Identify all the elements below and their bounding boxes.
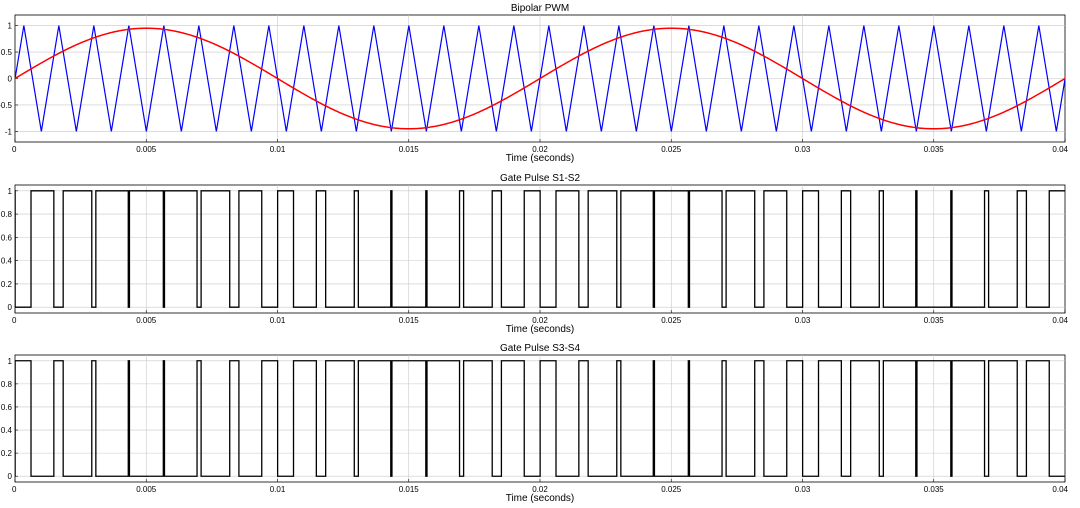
x-tick-label: 0.02 <box>532 145 548 154</box>
y-tick-label: -0.5 <box>0 101 13 110</box>
y-tick-label: 0 <box>8 303 13 312</box>
x-tick-label: 0.02 <box>532 485 548 494</box>
x-tick-label: 0.025 <box>661 145 682 154</box>
y-tick-label: 0 <box>8 472 13 481</box>
x-tick-label: 0.015 <box>399 145 420 154</box>
reference-series-line <box>15 27 1065 130</box>
x-tick-label: 0.035 <box>924 145 945 154</box>
y-tick-label: 1 <box>8 357 13 366</box>
y-tick-label: 0.2 <box>1 280 13 289</box>
x-tick-label: 0.035 <box>924 316 945 325</box>
gate-pulse-series-line <box>15 360 1065 477</box>
x-tick-label: 0.01 <box>270 145 286 154</box>
y-tick-label: 1 <box>8 22 13 31</box>
chart-title: Bipolar PWM <box>511 3 569 14</box>
gate-pulse-series-line <box>15 190 1065 308</box>
x-tick-label: 0.04 <box>1052 145 1068 154</box>
x-tick-label: 0.01 <box>270 485 286 494</box>
x-tick-label: 0.015 <box>399 485 420 494</box>
chart-title: Gate Pulse S3-S4 <box>500 343 580 354</box>
x-tick-label: 0.03 <box>795 485 811 494</box>
y-tick-label: 0.8 <box>1 210 13 219</box>
y-tick-label: 1 <box>8 187 13 196</box>
y-tick-label: 0.8 <box>1 380 13 389</box>
x-tick-label: 0.015 <box>399 316 420 325</box>
x-axis-label: Time (seconds) <box>506 324 575 335</box>
x-tick-label: 0.025 <box>661 316 682 325</box>
x-tick-label: 0.01 <box>270 316 286 325</box>
y-tick-label: 0.5 <box>1 48 13 57</box>
x-tick-label: 0.005 <box>136 145 157 154</box>
y-tick-label: 0.4 <box>1 426 13 435</box>
y-tick-label: 0.4 <box>1 257 13 266</box>
x-tick-label: 0.04 <box>1052 485 1068 494</box>
y-tick-label: 0.6 <box>1 233 13 242</box>
x-tick-label: 0 <box>12 485 17 494</box>
chart-title: Gate Pulse S1-S2 <box>500 173 580 184</box>
x-axis-label: Time (seconds) <box>506 153 575 164</box>
x-tick-label: 0 <box>12 145 17 154</box>
x-tick-label: 0.005 <box>136 485 157 494</box>
y-tick-label: -1 <box>5 127 13 136</box>
x-tick-label: 0.03 <box>795 145 811 154</box>
y-tick-label: 0.2 <box>1 449 13 458</box>
x-tick-label: 0 <box>12 316 17 325</box>
x-tick-label: 0.04 <box>1052 316 1068 325</box>
panel-2: 0 0.005 0.01 0.015 0.02 0.025 0.03 0.035 0.04 0 0.… <box>1 173 1069 335</box>
x-tick-label: 0.03 <box>795 316 811 325</box>
x-tick-label: 0.005 <box>136 316 157 325</box>
x-tick-label: 0.035 <box>924 485 945 494</box>
panel-3: 0 0.005 0.01 0.015 0.02 0.025 0.03 0.035 0.04 0 0.… <box>1 343 1069 504</box>
y-tick-label: 0 <box>8 75 13 84</box>
x-tick-label: 0.02 <box>532 316 548 325</box>
x-axis-label: Time (seconds) <box>506 493 575 504</box>
x-tick-label: 0.025 <box>661 485 682 494</box>
y-tick-label: 0.6 <box>1 403 13 412</box>
panel-1: 0 0.005 0.01 0.015 0.02 0.025 0.03 0.035 0.04 -1 -… <box>0 3 1069 164</box>
